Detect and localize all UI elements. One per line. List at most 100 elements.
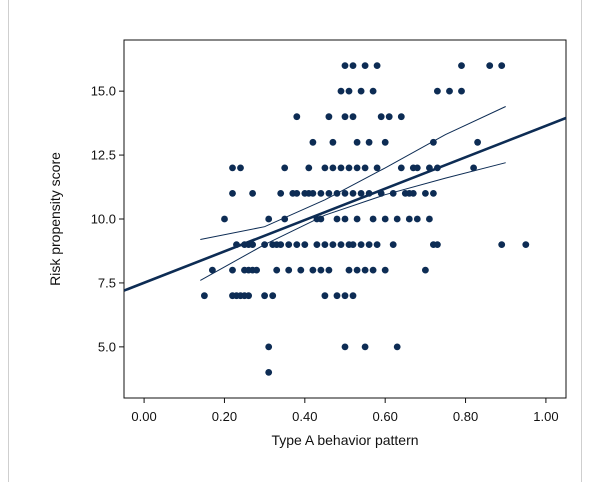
data-point bbox=[389, 241, 397, 249]
data-point bbox=[317, 190, 325, 197]
data-point bbox=[229, 190, 236, 197]
data-point bbox=[409, 190, 417, 197]
data-point bbox=[341, 292, 349, 300]
data-point bbox=[349, 62, 357, 69]
x-axis-ticks: 0.00 0.20 0.40 0.60 0.80 1.00 bbox=[131, 398, 559, 424]
data-point bbox=[426, 215, 433, 223]
data-point bbox=[329, 138, 337, 146]
data-point bbox=[353, 215, 361, 223]
data-point bbox=[341, 113, 349, 121]
data-point bbox=[361, 164, 369, 172]
data-point bbox=[349, 292, 357, 300]
data-point bbox=[353, 164, 361, 172]
data-point bbox=[229, 266, 236, 274]
data-point bbox=[430, 190, 437, 197]
data-point bbox=[470, 164, 477, 172]
data-point bbox=[293, 113, 301, 121]
data-point bbox=[333, 215, 341, 223]
data-point bbox=[261, 241, 268, 249]
confidence-band-lower bbox=[200, 162, 506, 281]
data-point bbox=[269, 292, 277, 300]
data-point bbox=[329, 164, 337, 172]
data-point bbox=[373, 164, 381, 172]
chart-frame bbox=[8, 0, 582, 482]
x-tick-label: 0.20 bbox=[212, 409, 237, 424]
data-point bbox=[337, 164, 345, 172]
y-tick-label: 10.0 bbox=[91, 212, 116, 227]
data-point bbox=[458, 62, 465, 69]
data-point bbox=[377, 190, 385, 197]
data-points bbox=[201, 62, 530, 376]
data-point bbox=[385, 113, 393, 121]
x-tick-label: 0.40 bbox=[292, 409, 317, 424]
data-point bbox=[373, 241, 381, 249]
data-point bbox=[397, 164, 405, 172]
data-point bbox=[337, 241, 345, 249]
data-point bbox=[277, 190, 285, 197]
data-point bbox=[229, 164, 236, 172]
data-point bbox=[369, 215, 377, 223]
data-point bbox=[381, 138, 389, 146]
data-point bbox=[221, 215, 228, 223]
data-point bbox=[321, 292, 329, 300]
data-point bbox=[317, 266, 325, 274]
data-point bbox=[446, 87, 453, 95]
data-point bbox=[209, 266, 216, 274]
data-point bbox=[325, 113, 333, 121]
data-point bbox=[261, 292, 268, 300]
y-tick-label: 7.5 bbox=[98, 275, 116, 290]
data-point bbox=[422, 190, 429, 197]
data-point bbox=[357, 87, 365, 95]
data-point bbox=[405, 215, 413, 223]
data-point bbox=[265, 215, 273, 223]
data-point bbox=[413, 215, 421, 223]
data-point bbox=[498, 241, 506, 249]
data-point bbox=[357, 241, 365, 249]
data-point bbox=[357, 190, 365, 197]
data-point bbox=[309, 266, 317, 274]
data-point bbox=[281, 215, 289, 223]
y-tick-label: 12.5 bbox=[91, 148, 116, 163]
data-point bbox=[281, 164, 289, 172]
data-point bbox=[277, 241, 285, 249]
data-point bbox=[265, 369, 273, 376]
y-axis-title: Risk propensity score bbox=[47, 152, 63, 286]
data-point bbox=[313, 241, 321, 249]
y-tick-label: 15.0 bbox=[91, 84, 116, 99]
data-point bbox=[413, 164, 421, 172]
data-point bbox=[361, 343, 369, 351]
x-tick-label: 1.00 bbox=[533, 409, 558, 424]
data-point bbox=[365, 190, 373, 197]
data-point bbox=[353, 138, 361, 146]
data-point bbox=[458, 87, 465, 95]
data-point bbox=[249, 241, 256, 249]
data-point bbox=[285, 241, 293, 249]
data-point bbox=[329, 241, 337, 249]
data-point bbox=[273, 266, 281, 274]
data-point bbox=[345, 164, 353, 172]
data-point bbox=[345, 266, 353, 274]
data-point bbox=[361, 62, 369, 69]
data-point bbox=[434, 87, 441, 95]
data-point bbox=[434, 164, 441, 172]
data-point bbox=[426, 164, 433, 172]
data-point bbox=[293, 190, 301, 197]
data-point bbox=[237, 164, 244, 172]
regression-line-path bbox=[124, 116, 566, 292]
data-point bbox=[345, 87, 353, 95]
data-point bbox=[434, 241, 441, 249]
data-point bbox=[498, 62, 506, 69]
y-axis-ticks: 5.0 7.5 10.0 12.5 15.0 bbox=[91, 84, 124, 354]
data-point bbox=[341, 343, 349, 351]
data-point bbox=[486, 62, 494, 69]
data-point bbox=[474, 138, 481, 146]
data-point bbox=[341, 215, 349, 223]
data-point bbox=[309, 190, 317, 197]
data-point bbox=[341, 62, 349, 69]
data-point bbox=[305, 164, 313, 172]
data-point bbox=[309, 138, 317, 146]
confidence-band bbox=[200, 106, 506, 281]
data-point bbox=[325, 266, 333, 274]
data-point bbox=[389, 190, 397, 197]
